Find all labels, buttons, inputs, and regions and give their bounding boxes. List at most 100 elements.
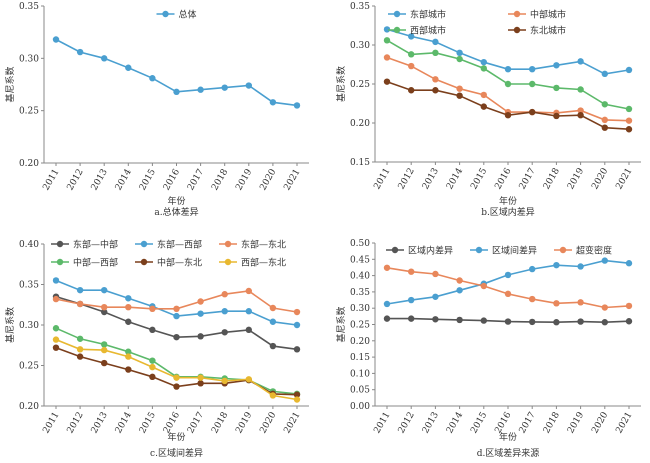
data-point xyxy=(601,101,608,108)
y-tick-label: 0.30 xyxy=(350,304,370,314)
legend-item: 东部—西部 xyxy=(135,239,202,251)
legend-swatch-marker xyxy=(393,10,401,18)
data-point xyxy=(245,308,252,315)
y-tick-label: 0.40 xyxy=(19,240,39,250)
data-point xyxy=(504,80,512,88)
y-tick-label: 0.20 xyxy=(350,337,370,347)
legend-swatch-marker xyxy=(391,246,399,254)
x-tick-label: 2013 xyxy=(90,410,110,435)
legend-swatch-marker xyxy=(56,240,64,248)
data-point xyxy=(149,373,156,381)
y-tick-label: 0.35 xyxy=(19,281,39,291)
data-point xyxy=(197,86,204,93)
legend-swatch-marker xyxy=(224,258,232,266)
data-point xyxy=(125,366,132,373)
data-point xyxy=(76,48,84,56)
data-point xyxy=(601,304,608,311)
data-point xyxy=(125,303,132,311)
series-line xyxy=(386,80,630,130)
data-point xyxy=(101,346,108,354)
panel-a-overall-difference: 0.20 0.25 0.30 0.35 2011 2012 2013 2014 2015 2016… xyxy=(4,2,309,218)
data-point xyxy=(149,357,156,364)
data-point xyxy=(197,333,204,340)
data-point xyxy=(577,58,584,65)
data-point xyxy=(432,293,439,300)
data-point xyxy=(221,291,228,298)
series-line xyxy=(386,39,630,110)
y-tick-label: 0.10 xyxy=(350,369,370,379)
legend-label: 中部城市 xyxy=(530,9,566,21)
legend-label: 东部—中部 xyxy=(73,239,118,251)
data-point xyxy=(173,312,180,320)
x-tick-label: 2018 xyxy=(210,167,230,192)
y-tick-label: 0.30 xyxy=(350,41,370,51)
x-tick-label: 2021 xyxy=(614,167,634,192)
x-tick-label: 2016 xyxy=(493,166,513,191)
data-point xyxy=(456,277,463,284)
data-point xyxy=(529,108,536,116)
data-point xyxy=(383,300,391,308)
x-tick-label: 2011 xyxy=(41,411,61,436)
data-point xyxy=(601,70,608,78)
panel-caption: b.区域内差异 xyxy=(481,206,535,218)
x-tick-label: 2016 xyxy=(162,410,182,435)
data-point xyxy=(504,65,512,73)
data-point xyxy=(577,86,584,93)
data-point xyxy=(601,319,608,326)
data-point xyxy=(553,319,560,326)
legend-item: 中部—西部 xyxy=(51,257,118,269)
data-point xyxy=(52,325,60,332)
legend-label: 区域内差异 xyxy=(408,245,453,257)
data-point xyxy=(504,290,512,298)
data-point xyxy=(52,277,60,284)
legend-swatch-marker xyxy=(393,26,401,34)
data-point xyxy=(383,37,391,44)
data-point xyxy=(197,374,204,381)
x-tick-label: 2019 xyxy=(566,410,586,435)
legend-item: 西部—东北 xyxy=(219,257,286,269)
data-point xyxy=(245,82,252,89)
y-tick-label: 0.30 xyxy=(19,321,39,331)
series-line xyxy=(55,38,298,107)
data-point xyxy=(197,310,204,317)
y-tick-label: 0.00 xyxy=(350,402,370,412)
data-point xyxy=(456,287,463,294)
data-point xyxy=(293,391,301,398)
x-tick-label: 2019 xyxy=(566,166,586,191)
data-point xyxy=(101,359,108,367)
data-point xyxy=(432,38,439,46)
data-point xyxy=(432,87,439,94)
x-tick-label: 2015 xyxy=(469,166,489,191)
legend-item: 区域间差异 xyxy=(470,245,537,257)
y-axis-label: 基尼系数 xyxy=(335,306,347,342)
data-point xyxy=(480,282,487,290)
data-point xyxy=(601,116,608,124)
x-axis-label: 年份 xyxy=(167,431,185,443)
x-axis-label: 年份 xyxy=(167,195,185,207)
data-point xyxy=(577,299,584,306)
data-point xyxy=(76,300,84,308)
series-line xyxy=(386,259,630,305)
data-point xyxy=(52,344,60,351)
x-tick-label: 2018 xyxy=(542,410,562,435)
x-tick-label: 2021 xyxy=(614,411,634,436)
legend-swatch-marker xyxy=(513,10,521,18)
x-tick-label: 2015 xyxy=(469,410,489,435)
data-point xyxy=(149,305,156,312)
legend-item: 东部—东北 xyxy=(219,239,286,251)
data-point xyxy=(408,268,415,275)
legend-swatch-marker xyxy=(140,258,148,266)
data-point xyxy=(197,380,204,387)
legend-item: 超变密度 xyxy=(554,245,612,257)
x-tick-label: 2019 xyxy=(234,410,254,435)
x-tick-label: 2015 xyxy=(138,167,158,192)
y-tick-label: 0.20 xyxy=(19,402,39,412)
panel-caption: d.区域差异来源 xyxy=(477,447,540,459)
data-point xyxy=(577,112,584,119)
data-point xyxy=(245,287,252,295)
data-point xyxy=(432,49,439,56)
data-point xyxy=(553,62,560,69)
x-tick-label: 2020 xyxy=(258,167,278,192)
x-tick-label: 2011 xyxy=(372,167,392,192)
